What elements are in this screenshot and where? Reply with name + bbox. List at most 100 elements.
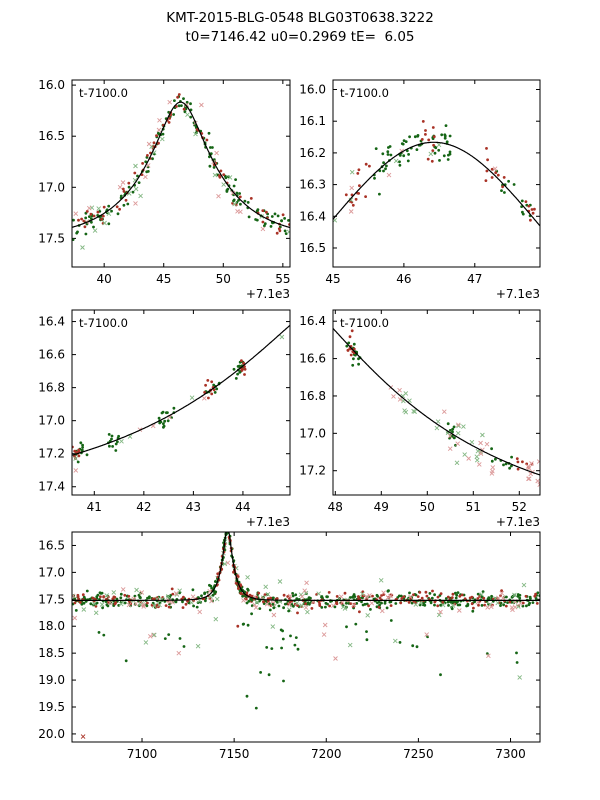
x-axis-offset-label: +7.1e3 xyxy=(246,515,290,529)
ticks-top-left xyxy=(72,80,290,267)
scatter-series-green-dot xyxy=(345,341,513,470)
panel-bottom: 7100 7150 7200 7250 7300 16.5 17.0 17.5 18.0 18.5… xyxy=(38,531,541,761)
axes-frame xyxy=(71,309,291,496)
y-tick-label: 16.0 xyxy=(299,83,326,97)
axes-frame xyxy=(332,309,541,496)
x-tick-label: 7150 xyxy=(219,747,250,761)
y-tick-label: 16.4 xyxy=(299,314,326,328)
model-curve xyxy=(333,141,540,227)
y-tick-label: 19.5 xyxy=(38,700,65,714)
x-axis-offset-label: +7.1e3 xyxy=(496,515,540,529)
x-tick-label: 40 xyxy=(97,272,112,286)
y-tick-label: 17.0 xyxy=(38,565,65,579)
figure-title-line2: t0=7146.42 u0=0.2969 tE= 6.05 xyxy=(185,29,415,45)
y-tick-label: 17.5 xyxy=(38,592,65,606)
scatter-series-pale_green-x xyxy=(80,112,290,250)
time-offset-annotation: t-7100.0 xyxy=(79,86,128,100)
y-tick-label: 17.0 xyxy=(38,414,65,428)
tick-labels-mid-left: 41 42 43 44 16.4 16.6 16.8 17.0 17.2 17.4 xyxy=(38,315,250,514)
y-tick-label: 20.0 xyxy=(38,727,65,741)
x-tick-label: 7100 xyxy=(127,747,158,761)
x-tick-label: 52 xyxy=(512,500,527,514)
y-tick-label: 16.8 xyxy=(299,389,326,403)
y-tick-label: 17.0 xyxy=(299,426,326,440)
scatter-series-pale_red-x xyxy=(72,573,523,618)
scatter-series-pale_red-x xyxy=(73,395,207,473)
x-tick-label: 7250 xyxy=(403,747,434,761)
figure-title-line1: KMT-2015-BLG-0548 BLG03T0638.3222 xyxy=(166,10,434,26)
y-tick-label: 16.0 xyxy=(38,78,65,92)
scatter-series-green-dot xyxy=(97,599,519,664)
scatter-series-pale_red-x xyxy=(388,385,540,488)
panel-top-left: 40 45 50 55 16.0 16.5 17.0 17.5 t-7100.0 +7.1e3 xyxy=(38,78,291,301)
x-tick-label: 50 xyxy=(420,500,435,514)
scatter-series-pale_red-x xyxy=(348,148,498,214)
panel-top-right: 45 46 47 16.0 16.1 16.2 16.3 16.4 16.5 t-7100.0 +7… xyxy=(299,79,541,301)
scatter-series-pale_green-x xyxy=(73,334,285,461)
y-tick-label: 17.2 xyxy=(38,447,65,461)
model-curve xyxy=(72,101,290,229)
axes-frame xyxy=(71,531,541,743)
x-tick-label: 48 xyxy=(328,500,343,514)
y-tick-label: 18.5 xyxy=(38,646,65,660)
plot-area-bottom xyxy=(72,532,540,739)
time-offset-annotation: t-7100.0 xyxy=(340,316,389,330)
scatter-series-pale_red-x xyxy=(73,99,266,232)
y-tick-label: 16.5 xyxy=(38,538,65,552)
y-tick-label: 16.4 xyxy=(299,209,326,223)
ticks-bottom xyxy=(72,532,540,742)
x-axis-offset-label: +7.1e3 xyxy=(246,287,290,301)
x-tick-label: 50 xyxy=(216,272,231,286)
tick-labels-top-left: 40 45 50 55 16.0 16.5 17.0 17.5 xyxy=(38,78,290,286)
y-tick-label: 17.0 xyxy=(38,180,65,194)
y-tick-label: 18.0 xyxy=(38,619,65,633)
panel-mid-right: 48 49 50 51 52 16.4 16.6 16.8 17.0 17.2 t-7100.0 +7… xyxy=(299,309,541,529)
y-tick-label: 17.5 xyxy=(38,231,65,245)
x-tick-label: 55 xyxy=(275,272,290,286)
model-curve xyxy=(333,327,540,476)
y-tick-label: 16.5 xyxy=(299,241,326,255)
tick-labels-mid-right: 48 49 50 51 52 16.4 16.6 16.8 17.0 17.2 xyxy=(299,314,527,514)
scatter-outliers xyxy=(80,624,523,739)
x-tick-label: 46 xyxy=(396,272,411,286)
y-tick-label: 16.4 xyxy=(38,315,65,329)
y-tick-label: 16.5 xyxy=(38,129,65,143)
x-tick-label: 42 xyxy=(136,500,151,514)
x-tick-label: 44 xyxy=(235,500,250,514)
axes-frame xyxy=(71,79,291,268)
x-tick-label: 51 xyxy=(466,500,481,514)
model-curve xyxy=(72,532,540,601)
x-tick-label: 7200 xyxy=(311,747,342,761)
scatter-series-red-dot xyxy=(344,120,536,222)
scatter-series-green-dot xyxy=(241,598,300,683)
x-tick-label: 49 xyxy=(374,500,389,514)
tick-labels-top-right: 45 46 47 16.0 16.1 16.2 16.3 16.4 16.5 xyxy=(299,83,482,286)
time-offset-annotation: t-7100.0 xyxy=(340,86,389,100)
time-offset-annotation: t-7100.0 xyxy=(79,316,128,330)
y-tick-label: 16.6 xyxy=(38,348,65,362)
model-curve xyxy=(72,324,290,456)
x-tick-label: 45 xyxy=(156,272,171,286)
scatter-series-pale_green-x xyxy=(400,391,485,466)
x-tick-label: 43 xyxy=(186,500,201,514)
plot-area-top-right xyxy=(333,120,540,227)
axes-frame xyxy=(332,79,541,268)
panel-mid-left: 41 42 43 44 16.4 16.6 16.8 17.0 17.2 17.4 t-7100.0… xyxy=(38,309,291,529)
y-tick-label: 19.0 xyxy=(38,673,65,687)
ticks-top-right xyxy=(332,80,540,267)
y-tick-label: 16.3 xyxy=(299,178,326,192)
plot-area-mid-left xyxy=(72,324,290,473)
y-tick-label: 16.1 xyxy=(299,114,326,128)
x-tick-label: 47 xyxy=(467,272,482,286)
x-tick-label: 7300 xyxy=(495,747,526,761)
scatter-series-red-dot xyxy=(346,329,534,471)
scatter-series-pale_red-x xyxy=(72,560,430,656)
scatter-series-pale_green-x xyxy=(81,561,398,649)
y-tick-label: 16.2 xyxy=(299,146,326,160)
scatter-series-green-dot xyxy=(72,95,290,241)
tick-labels-bottom: 7100 7150 7200 7250 7300 16.5 17.0 17.5 18.0 18.5… xyxy=(38,538,526,761)
scatter-series-green-dot xyxy=(72,533,540,613)
plot-area-mid-right xyxy=(333,327,540,488)
